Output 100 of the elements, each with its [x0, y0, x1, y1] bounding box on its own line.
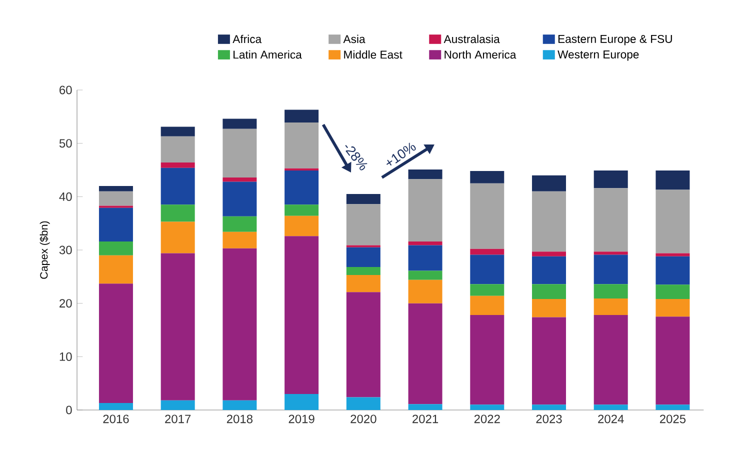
bar: [284, 168, 319, 171]
bar: [160, 162, 195, 168]
bar: [470, 254, 504, 284]
bar: [470, 315, 504, 405]
bar: [346, 267, 380, 276]
bar: [284, 216, 319, 236]
bar: [656, 253, 690, 256]
bar: [594, 315, 628, 405]
bar: [656, 170, 690, 190]
bar: [408, 241, 442, 246]
y-tick-label: 10: [60, 352, 72, 361]
bar: [284, 236, 319, 394]
bar: [532, 299, 566, 318]
bar: [594, 284, 628, 299]
x-tick-label: 2021: [412, 414, 438, 424]
bar: [284, 122, 319, 168]
bar: [656, 316, 690, 405]
bar: [470, 296, 504, 316]
legend-label: Asia: [343, 34, 366, 44]
bar: [532, 317, 566, 405]
x-tick-label: 2023: [536, 414, 562, 424]
bar: [160, 136, 195, 163]
legend-label: Africa: [232, 34, 262, 44]
x-tick-label: 2022: [474, 414, 500, 424]
y-tick-label: 0: [66, 406, 72, 414]
y-tick-label: 50: [59, 139, 72, 148]
x-tick-label: 2019: [288, 414, 314, 424]
bar: [408, 245, 442, 271]
y-tick-label: 30: [59, 246, 72, 254]
bar: [98, 255, 133, 284]
x-tick-label: 2016: [103, 414, 129, 424]
bar: [160, 168, 195, 205]
bar: [98, 241, 133, 256]
bar: [470, 284, 504, 296]
legend-label: Middle East: [344, 50, 402, 59]
bar: [408, 270, 442, 280]
y-axis-title: Capex ($bn): [40, 221, 50, 279]
bar: [532, 284, 566, 300]
bar: [98, 186, 133, 192]
bar: [594, 252, 628, 255]
bar: [222, 182, 257, 216]
bar: [594, 170, 628, 188]
legend-label: North America: [444, 50, 516, 59]
bar: [222, 216, 257, 232]
bar: [656, 190, 690, 254]
bar: [222, 400, 257, 410]
bar: [470, 248, 504, 255]
legend-label: Eastern Europe & FSU: [558, 34, 672, 46]
x-tick-label: 2018: [226, 414, 253, 424]
y-tick-label: 60: [60, 86, 72, 94]
bar: [160, 253, 195, 400]
bar: [98, 208, 133, 242]
bar: [594, 188, 628, 252]
x-tick-label: 2020: [350, 414, 376, 424]
legend-label: Western Europe: [558, 50, 639, 61]
bar: [532, 175, 566, 192]
x-tick-label: 2024: [598, 414, 624, 424]
legend-label: Australasia: [444, 34, 500, 44]
bar: [408, 303, 442, 404]
x-tick-label: 2017: [165, 414, 191, 424]
bar: [222, 248, 257, 400]
legend-label: Latin America: [234, 50, 302, 59]
bar: [408, 169, 442, 180]
bar: [222, 232, 257, 248]
bar: [160, 222, 195, 254]
bar: [346, 397, 380, 410]
bar: [656, 284, 690, 300]
y-tick-label: 40: [59, 192, 72, 201]
bar: [222, 128, 257, 178]
bar: [532, 404, 566, 410]
bar: [222, 177, 257, 182]
bar: [532, 256, 566, 284]
bar: [470, 183, 504, 249]
bar: [408, 280, 442, 304]
x-tick-label: 2025: [660, 414, 686, 424]
bar: [160, 204, 195, 222]
bar: [284, 110, 319, 123]
bar: [594, 298, 628, 316]
bar: [594, 404, 628, 410]
bar: [656, 404, 690, 410]
bar: [346, 292, 380, 398]
bar: [98, 284, 133, 404]
bar: [160, 400, 195, 410]
bar: [470, 404, 504, 410]
bar: [408, 179, 442, 242]
bar: [346, 275, 380, 292]
bar: [98, 403, 133, 410]
bar: [470, 171, 504, 184]
bar: [284, 170, 319, 205]
y-tick-label: 20: [60, 299, 72, 308]
bar: [532, 252, 566, 256]
bar: [656, 256, 690, 285]
bar: [284, 204, 319, 216]
bar: [532, 191, 566, 252]
bar: [160, 126, 195, 136]
bar: [346, 194, 380, 204]
bar: [408, 404, 442, 410]
bar: [222, 118, 257, 129]
bar: [98, 191, 133, 206]
bar: [346, 204, 380, 246]
